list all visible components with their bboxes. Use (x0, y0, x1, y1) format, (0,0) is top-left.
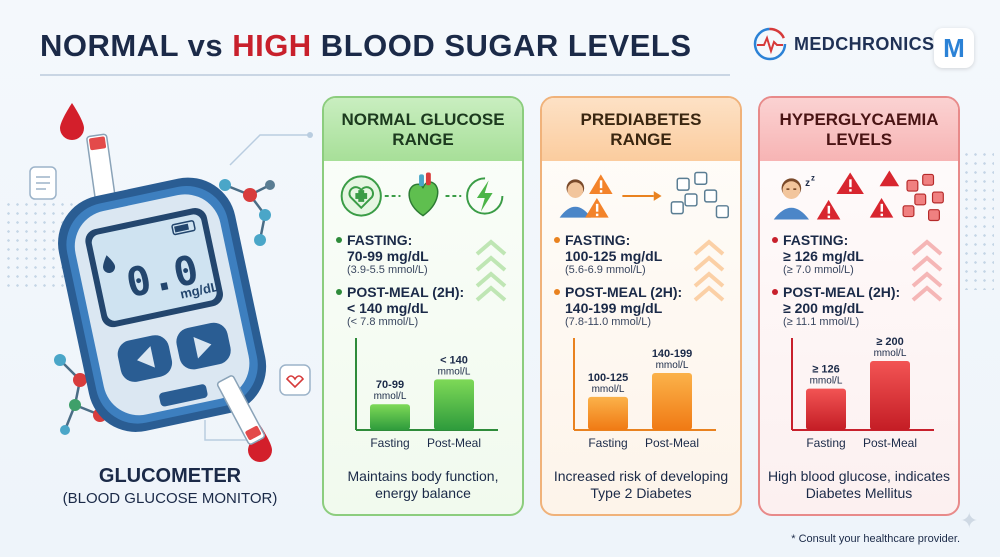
bar-fasting (370, 404, 410, 430)
prediabetes-range-card: PREDIABETES RANGE FASTING: 100-125 mg/ (540, 96, 742, 516)
bar-label: ≥ 200 (876, 336, 903, 348)
brand-name: MEDCHRONICS (794, 33, 935, 54)
post-meal-metric: POST-MEAL (2H): < 140 mg/dL (< 7.8 mmol/… (336, 284, 496, 328)
category-label: Fasting (370, 436, 409, 450)
title-divider (40, 74, 730, 76)
glucometer-body: 0.0 mg/dL (58, 177, 267, 432)
chevron-up-icon (475, 239, 507, 302)
energy-bolt-icon (466, 177, 504, 215)
post-meal-metric: POST-MEAL (2H): ≥ 200 mg/dL (≥ 11.1 mmol… (772, 284, 932, 328)
chevron-up-icon (911, 239, 943, 302)
sparkle-icon: ✦ (960, 508, 979, 533)
brand-logo-badge: M (934, 28, 974, 68)
footnote: * Consult your healthcare provider. (791, 533, 960, 545)
category-label: Post-Meal (427, 436, 481, 450)
test-strip-icon (216, 375, 266, 445)
card-title: HYPERGLYCAEMIA LEVELS (760, 98, 958, 161)
bar-unit-label: mmol/L (656, 360, 689, 371)
svg-text:z: z (805, 178, 810, 189)
bar-post-meal (652, 372, 692, 430)
card-icons (340, 172, 504, 217)
bar-label: < 140 (440, 354, 468, 366)
warning-icon (585, 174, 613, 218)
glucometer-subtitle: (BLOOD GLUCOSE MONITOR) (62, 490, 278, 507)
blood-drop-icon (60, 103, 84, 140)
bar-unit-label: mmol/L (810, 376, 843, 387)
heart-organ-icon (408, 172, 439, 217)
bar-label: 100-125 (588, 372, 628, 384)
normal-range-card: NORMAL GLUCOSE RANGE FASTING: 70-99 mg/d… (322, 96, 524, 516)
bar-label: ≥ 126 (812, 364, 839, 376)
brand: MEDCHRONICS (752, 26, 934, 62)
tired-person-icon: z z (773, 173, 815, 220)
blood-drop-icon (248, 425, 272, 462)
bar-unit-label: mmol/L (438, 366, 471, 377)
card-icons: z z (773, 170, 944, 222)
glucometer-title: GLUCOMETER (98, 465, 242, 487)
bar-unit-label: mmol/L (592, 384, 625, 395)
fasting-metric: FASTING: 70-99 mg/dL (3.9-5.5 mmol/L) (336, 232, 496, 276)
hyperglycaemia-card: HYPERGLYCAEMIA LEVELS z z (758, 96, 960, 516)
page-title: NORMAL vs HIGH BLOOD SUGAR LEVELS (40, 28, 692, 63)
bar-post-meal (434, 379, 474, 430)
category-label: Fasting (588, 436, 627, 450)
bar-label: 140-199 (652, 348, 692, 360)
svg-text:z: z (811, 173, 815, 182)
fasting-metric: FASTING: 100-125 mg/dL (5.6-6.9 mmol/L) (554, 232, 714, 276)
category-label: Post-Meal (863, 436, 917, 450)
heartbeat-logo-icon (753, 27, 787, 61)
card-description: Increased risk of developing Type 2 Diab… (553, 468, 729, 501)
health-heart-icon (340, 175, 382, 217)
bar-label: 70-99 (376, 379, 404, 391)
bar-post-meal (870, 361, 910, 430)
bar-fasting (588, 396, 628, 430)
card-description: Maintains body function, energy balance (347, 468, 499, 501)
bar-unit-label: mmol/L (374, 391, 407, 402)
bar-fasting (806, 388, 846, 430)
molecule-icon (219, 179, 275, 246)
glucometer-illustration: 0.0 mg/dL (20, 95, 320, 465)
sugar-cubes-icon (902, 173, 944, 222)
chevron-up-icon (693, 239, 725, 302)
person-icon (559, 179, 592, 218)
prediabetes-range-chart: 100-125mmol/LFasting140-199mmol/LPost-Me… (573, 338, 716, 450)
bar-unit-label: mmol/L (874, 348, 907, 359)
category-label: Fasting (806, 436, 845, 450)
post-meal-metric: POST-MEAL (2H): 140-199 mg/dL (7.8-11.0 … (554, 284, 714, 328)
arrow-right-icon (622, 191, 662, 201)
category-label: Post-Meal (645, 436, 699, 450)
card-title: NORMAL GLUCOSE RANGE (324, 98, 522, 161)
card-description: High blood glucose, indicates Diabetes M… (767, 468, 951, 501)
sugar-cubes-icon (670, 171, 729, 219)
card-icons (559, 171, 729, 219)
card-title: PREDIABETES RANGE (542, 98, 740, 161)
fasting-metric: FASTING: ≥ 126 mg/dL (≥ 7.0 mmol/L) (772, 232, 932, 276)
